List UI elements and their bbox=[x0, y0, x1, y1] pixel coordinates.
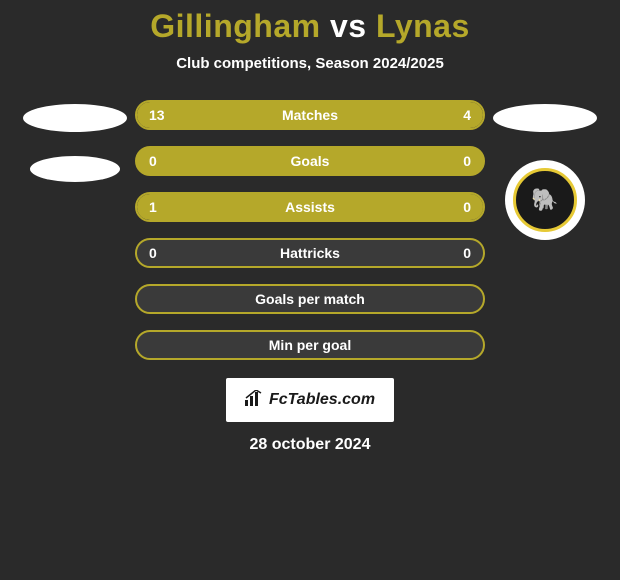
right-side-col: 🐘 bbox=[485, 100, 605, 240]
date: 28 october 2024 bbox=[250, 436, 371, 454]
placeholder-ellipse bbox=[23, 104, 127, 132]
placeholder-ellipse bbox=[493, 104, 597, 132]
stat-label: Min per goal bbox=[137, 337, 483, 353]
page-title: Gillingham vs Lynas bbox=[150, 8, 470, 45]
club-badge: 🐘 bbox=[505, 160, 585, 240]
stat-label: Goals per match bbox=[137, 291, 483, 307]
left-side-col bbox=[15, 100, 135, 182]
stat-bar-matches: Matches13 4 bbox=[135, 100, 485, 130]
player2-name: Lynas bbox=[376, 8, 470, 44]
player1-name: Gillingham bbox=[150, 8, 320, 44]
stat-value-left: 0 bbox=[149, 245, 157, 261]
stat-label: Matches bbox=[137, 107, 483, 123]
fctables-badge: FcTables.com bbox=[226, 378, 394, 422]
stat-value-right: 0 bbox=[463, 199, 471, 215]
stat-value-right: 4 bbox=[463, 107, 471, 123]
club-badge-inner: 🐘 bbox=[513, 168, 577, 232]
stat-value-left: 0 bbox=[149, 153, 157, 169]
comparison-infographic: Gillingham vs Lynas Club competitions, S… bbox=[0, 0, 620, 580]
stat-bar-min-per-goal: Min per goal bbox=[135, 330, 485, 360]
stat-value-left: 13 bbox=[149, 107, 165, 123]
stat-label: Goals bbox=[137, 153, 483, 169]
stat-value-right: 0 bbox=[463, 245, 471, 261]
stats-area: Matches134Goals00Assists10Hattricks00Goa… bbox=[0, 100, 620, 360]
stat-label: Assists bbox=[137, 199, 483, 215]
stat-bar-assists: Assists1 0 bbox=[135, 192, 485, 222]
stat-bar-goals: Goals0 0 bbox=[135, 146, 485, 176]
stat-bar-goals-per-match: Goals per match bbox=[135, 284, 485, 314]
stat-label: Hattricks bbox=[137, 245, 483, 261]
stat-bar-hattricks: Hattricks0 0 bbox=[135, 238, 485, 268]
stat-bars: Matches134Goals00Assists10Hattricks00Goa… bbox=[135, 100, 485, 360]
chart-icon bbox=[245, 390, 263, 411]
placeholder-ellipse bbox=[30, 156, 120, 182]
fctables-text: FcTables.com bbox=[269, 391, 375, 409]
stat-value-right: 0 bbox=[463, 153, 471, 169]
subtitle: Club competitions, Season 2024/2025 bbox=[176, 55, 444, 72]
stat-value-left: 1 bbox=[149, 199, 157, 215]
vs-label: vs bbox=[330, 8, 367, 44]
